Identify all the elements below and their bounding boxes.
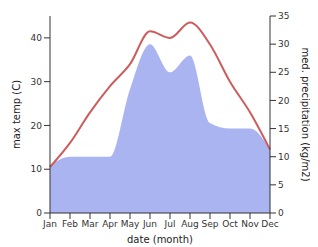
svg-text:Feb: Feb	[62, 219, 78, 229]
svg-text:Dec: Dec	[261, 219, 278, 229]
svg-text:15: 15	[278, 124, 289, 134]
svg-text:Aug: Aug	[181, 219, 199, 229]
svg-text:Jun: Jun	[142, 219, 157, 229]
svg-text:Nov: Nov	[241, 219, 259, 229]
svg-text:30: 30	[278, 39, 290, 49]
svg-text:0: 0	[278, 208, 284, 218]
svg-text:0: 0	[36, 208, 42, 218]
svg-text:Apr: Apr	[102, 219, 118, 229]
svg-text:20: 20	[278, 96, 290, 106]
svg-text:30: 30	[31, 77, 43, 87]
svg-text:May: May	[121, 219, 140, 229]
svg-text:35: 35	[278, 11, 289, 21]
svg-text:40: 40	[31, 33, 43, 43]
svg-text:date (month): date (month)	[127, 234, 193, 245]
svg-text:25: 25	[278, 67, 289, 77]
svg-text:Jan: Jan	[42, 219, 57, 229]
svg-text:5: 5	[278, 180, 284, 190]
svg-text:Jul: Jul	[164, 219, 176, 229]
svg-text:Sep: Sep	[202, 219, 219, 229]
svg-text:10: 10	[31, 164, 43, 174]
svg-text:max temp (C): max temp (C)	[11, 80, 22, 149]
svg-text:Oct: Oct	[222, 219, 238, 229]
svg-text:med. precipitation (kg/m2): med. precipitation (kg/m2)	[300, 47, 310, 181]
svg-text:Mar: Mar	[82, 219, 99, 229]
svg-text:10: 10	[278, 152, 290, 162]
svg-text:20: 20	[31, 121, 43, 131]
